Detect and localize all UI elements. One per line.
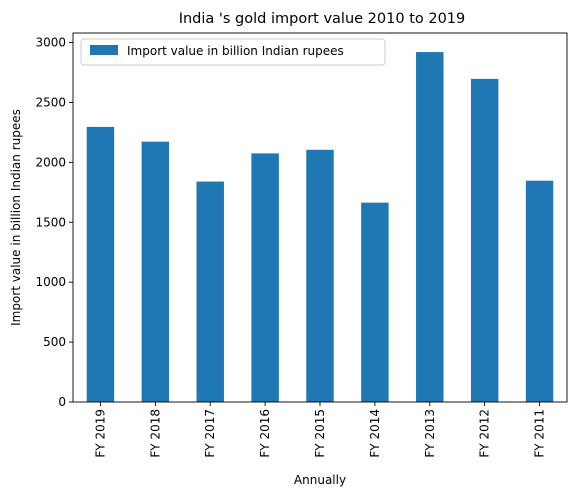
bar: [361, 202, 389, 402]
bars: [86, 52, 554, 403]
bar: [470, 78, 499, 403]
legend-swatch: [90, 45, 118, 55]
bar: [416, 52, 444, 403]
chart-title: India 's gold import value 2010 to 2019: [179, 11, 466, 27]
x-tick-label: FY 2019: [93, 409, 107, 458]
legend-box: [80, 38, 386, 66]
bar: [86, 126, 115, 402]
y-tick-label: 0: [58, 395, 66, 409]
x-tick-label: FY 2015: [313, 409, 327, 458]
bar: [525, 180, 554, 402]
y-tick-label: 3000: [35, 36, 66, 50]
bar: [306, 149, 334, 402]
y-tick-label: 1500: [35, 215, 66, 229]
bar: [196, 181, 224, 402]
x-tick-label: FY 2018: [148, 409, 162, 458]
x-axis: FY 2019 FY 2018 FY 2017 FY 2016 FY 2015 FY 20…: [93, 402, 547, 458]
x-tick-label: FY 2011: [533, 409, 547, 458]
x-tick-label: FY 2017: [203, 409, 217, 458]
x-tick-label: FY 2013: [423, 409, 437, 458]
legend-label: Import value in billion Indian rupees: [127, 44, 344, 58]
y-tick-label: 2500: [35, 95, 66, 109]
y-tick-label: 1000: [35, 275, 66, 289]
y-axis-label: Import value in billion Indian rupees: [9, 109, 23, 326]
y-axis: 0 500 1000 1500 2000 2500 3000: [35, 36, 73, 409]
bar: [141, 141, 170, 402]
x-tick-label: FY 2016: [258, 409, 272, 458]
bar: [251, 153, 279, 402]
y-tick-label: 2000: [35, 155, 66, 169]
x-tick-label: FY 2014: [368, 409, 382, 458]
legend: Import value in billion Indian rupees: [80, 38, 386, 66]
y-tick-label: 500: [43, 335, 66, 349]
x-tick-label: FY 2012: [478, 409, 492, 458]
plot-frame: [72, 32, 568, 403]
x-axis-label: Annually: [294, 473, 346, 487]
